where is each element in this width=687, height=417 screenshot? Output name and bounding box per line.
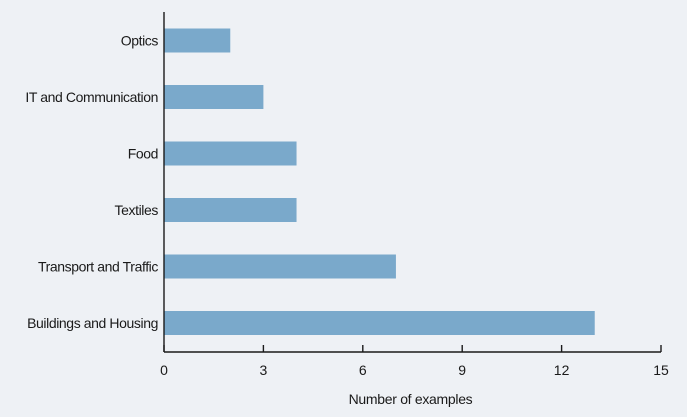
category-label: Optics [121, 33, 159, 49]
x-tick-label: 0 [160, 362, 168, 378]
x-tick-label: 12 [554, 362, 570, 378]
category-labels: Optics IT and Communication Food Textiles Tr… [25, 33, 158, 332]
bar-transport-and-traffic [164, 254, 396, 279]
bar-it-and-communication [164, 85, 264, 109]
category-label: Food [128, 146, 158, 162]
bar-food [164, 141, 297, 166]
category-label: Transport and Traffic [38, 259, 158, 275]
category-label: Buildings and Housing [27, 315, 158, 331]
axes [163, 12, 661, 353]
bars-layer [164, 28, 595, 335]
x-tick-label: 6 [359, 362, 367, 378]
bar-textiles [164, 198, 297, 222]
category-label: IT and Communication [25, 89, 158, 105]
x-tick-label: 15 [653, 362, 669, 378]
x-tick-label: 3 [260, 362, 268, 378]
x-axis-title: Number of examples [349, 391, 473, 407]
x-tick-label: 9 [458, 362, 466, 378]
bar-buildings-and-housing [164, 311, 595, 335]
x-axis-ticks: 0 3 6 9 12 15 [160, 345, 669, 378]
bar-optics [164, 28, 231, 53]
category-label: Textiles [115, 202, 159, 218]
